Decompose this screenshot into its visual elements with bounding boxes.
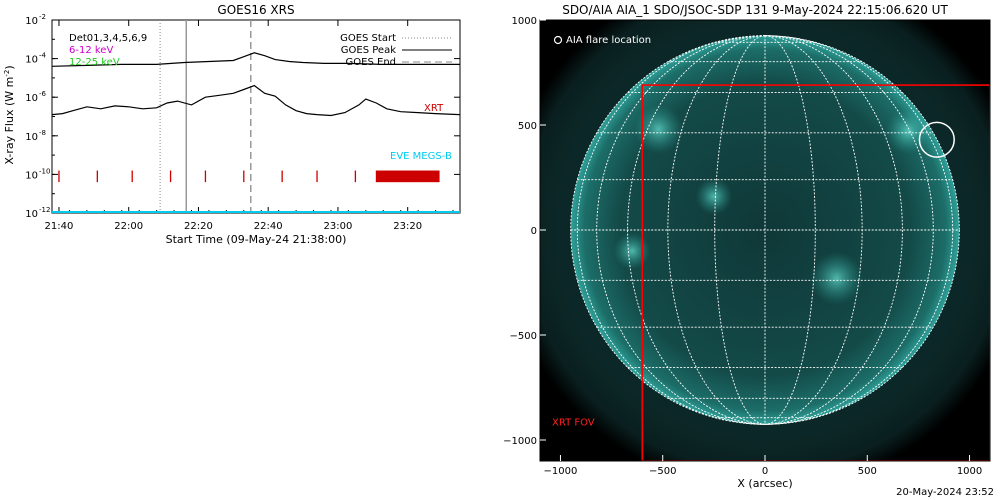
x-tick-label: 22:00 — [114, 221, 143, 232]
y-tick-label: 10 — [25, 93, 38, 104]
aia-131-image-panel: SDO/AIA AIA_1 SDO/JSOC-SDP 131 9-May-202… — [503, 3, 991, 490]
active-region-glow — [885, 108, 931, 154]
x-tick-label: 22:40 — [254, 221, 283, 232]
x-tick-label: 21:40 — [45, 221, 74, 232]
y-tick-exponent: -12 — [39, 206, 50, 214]
legend-det: Det01,3,4,5,6,9 — [69, 33, 147, 44]
goes-y-axis-label: X-ray Flux (W m-2) — [3, 65, 16, 164]
legend-12-25-kev: 12-25 keV — [69, 57, 120, 68]
render-timestamp: 20-May-2024 23:52 — [896, 487, 994, 498]
x-tick-label: 22:20 — [184, 221, 213, 232]
aia-flare-legend-label: AIA flare location — [566, 35, 651, 46]
longitude-line — [596, 35, 766, 425]
longitude-line — [627, 35, 766, 425]
longitude-line — [764, 35, 934, 425]
aia-chart-title: SDO/AIA AIA_1 SDO/JSOC-SDP 131 9-May-202… — [562, 3, 948, 17]
legend-goes-peak: GOES Peak — [341, 45, 396, 56]
goes-xrs-lightcurve-chart: GOES16 XRS X-ray Flux (W m-2) 10-210-410… — [3, 3, 461, 246]
aia-y-tick-label: 1000 — [512, 16, 537, 27]
aia-y-tick-label: 500 — [518, 121, 537, 132]
longitude-line — [764, 35, 863, 425]
y-tick-label: 10 — [25, 16, 38, 27]
aia-x-tick-label: 0 — [762, 466, 768, 477]
longitude-line — [764, 35, 903, 425]
legend-6-12-kev: 6-12 keV — [69, 45, 113, 56]
y-tick-exponent: -10 — [39, 167, 50, 175]
y-tick-label: 10 — [25, 209, 38, 220]
aia-y-tick-label: −500 — [510, 331, 537, 342]
eve-megs-b-label: EVE MEGS-B — [390, 151, 452, 162]
legend-goes-end: GOES End — [346, 57, 396, 68]
goes-series-line-1 — [51, 84, 461, 117]
y-tick-exponent: -2 — [39, 13, 46, 21]
y-tick-exponent: -8 — [39, 129, 46, 137]
y-tick-exponent: -6 — [39, 90, 47, 98]
xrt-series-label: XRT — [424, 103, 444, 114]
x-tick-label: 23:00 — [324, 221, 353, 232]
limb-circle — [570, 35, 960, 425]
y-tick-exponent: -4 — [39, 52, 47, 60]
longitude-line — [576, 35, 766, 425]
y-tick-label: 10 — [25, 132, 38, 143]
aia-flare-legend-symbol — [553, 35, 563, 45]
aia-x-tick-label: 500 — [858, 466, 877, 477]
aia-y-tick-label: −1000 — [503, 436, 537, 447]
y-tick-label: 10 — [25, 55, 38, 66]
y-tick-label: 10 — [25, 170, 38, 181]
active-region-glow — [695, 177, 733, 215]
longitude-line — [764, 35, 954, 425]
aia-flare-location-circle — [918, 121, 955, 158]
xrt-fov-label: XRT FOV — [552, 417, 595, 428]
aia-y-tick-label: 0 — [531, 226, 537, 237]
x-tick-label: 23:20 — [393, 221, 422, 232]
legend-goes-start: GOES Start — [340, 33, 396, 44]
aia-x-tick-label: 1000 — [957, 466, 982, 477]
aia-x-axis-label: X (arcsec) — [737, 477, 792, 490]
svg-text:X-ray Flux (W m-2): X-ray Flux (W m-2) — [3, 65, 16, 164]
goes-chart-title: GOES16 XRS — [217, 3, 294, 17]
active-region-glow — [810, 251, 864, 305]
active-region-glow — [613, 232, 651, 270]
active-region-glow — [634, 104, 684, 154]
aia-x-tick-label: −500 — [649, 466, 676, 477]
aia-x-tick-label: −1000 — [544, 466, 578, 477]
goes-series-line-0 — [51, 52, 460, 67]
longitude-line — [667, 35, 766, 425]
goes-x-axis-label: Start Time (09-May-24 21:38:00) — [166, 233, 347, 246]
